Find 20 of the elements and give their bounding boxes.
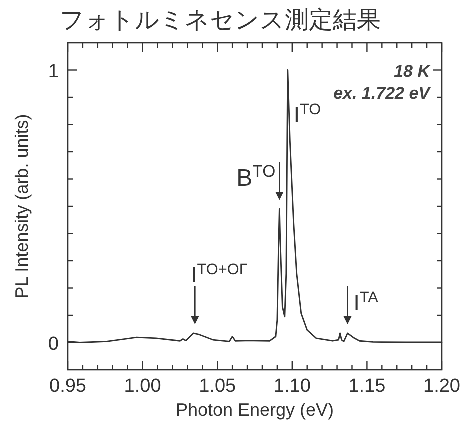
y-tick-label: 1 (48, 61, 59, 82)
chart-title: フォトルミネセンス測定結果 (60, 7, 381, 34)
x-tick-label: 0.95 (50, 376, 86, 397)
x-axis-title: Photon Energy (eV) (176, 400, 334, 420)
annotation: 18 K (394, 62, 432, 81)
annotation: I$^{TO+OΓ}$ (191, 260, 248, 288)
annotation: I$^{TA}$ (354, 288, 380, 316)
arrow-annotation: B$^{TO}$ (236, 162, 284, 200)
x-tick-label: 1.10 (274, 376, 311, 397)
annotation: ex. 1.722 eV (334, 84, 432, 103)
arrow-annotation: I$^{TA}$ (344, 286, 378, 324)
x-tick-label: 1.20 (424, 376, 460, 397)
annotation: B$^{TO}$ (236, 162, 276, 192)
x-tick-label: 1.05 (199, 376, 236, 397)
y-axis-title: PL Intensity (arb. units) (12, 114, 32, 299)
x-tick-label: 1.00 (124, 376, 162, 397)
arrow-annotation: I$^{TO+OΓ}$ (191, 260, 248, 324)
y-tick-label: 0 (48, 334, 59, 355)
x-tick-label: 1.15 (348, 376, 386, 397)
annotation: I$^{TO}$ (294, 100, 322, 128)
